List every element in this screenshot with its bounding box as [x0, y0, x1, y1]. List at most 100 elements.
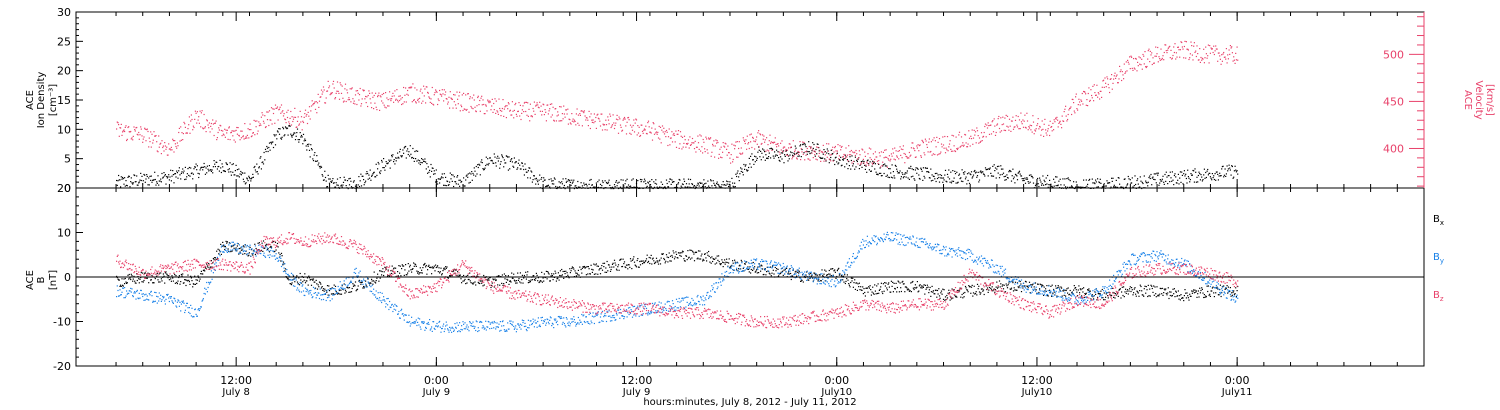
data-point	[171, 175, 173, 177]
data-point	[229, 139, 231, 141]
data-point	[465, 275, 467, 277]
data-point	[163, 150, 165, 152]
data-point	[712, 258, 714, 260]
data-point	[493, 102, 495, 105]
data-point	[755, 270, 757, 272]
data-point	[1224, 168, 1226, 170]
data-point	[974, 131, 977, 133]
data-point	[941, 177, 943, 179]
data-point	[1070, 186, 1072, 188]
data-point	[820, 157, 822, 159]
data-point	[473, 99, 475, 101]
data-point	[1110, 186, 1112, 188]
data-point	[461, 106, 463, 108]
data-point	[671, 131, 673, 133]
data-point	[757, 151, 759, 153]
data-point	[513, 109, 515, 111]
data-point	[883, 157, 885, 159]
data-point	[936, 296, 938, 298]
data-point	[1011, 175, 1013, 177]
data-point	[722, 151, 724, 153]
data-point	[771, 148, 773, 150]
data-point	[1207, 174, 1209, 176]
data-point	[425, 168, 427, 170]
data-point	[1094, 92, 1096, 94]
data-point	[142, 141, 144, 143]
data-point	[1195, 55, 1197, 58]
data-point	[455, 183, 457, 185]
data-point	[565, 109, 567, 111]
data-point	[1185, 177, 1187, 180]
data-point	[873, 293, 875, 295]
data-point	[437, 178, 439, 180]
data-point	[1092, 85, 1094, 87]
data-point	[702, 258, 704, 260]
data-point	[363, 179, 365, 181]
data-point	[141, 281, 143, 283]
data-point	[582, 266, 584, 268]
data-point	[467, 274, 469, 276]
data-point	[908, 290, 910, 292]
data-point	[695, 186, 698, 189]
data-point	[467, 176, 469, 178]
data-point	[465, 109, 467, 111]
data-point	[845, 156, 847, 158]
data-point	[527, 102, 529, 104]
data-point	[172, 277, 174, 279]
data-point	[356, 103, 358, 106]
data-point	[128, 278, 130, 280]
data-point	[1014, 119, 1017, 121]
data-point	[469, 272, 471, 274]
data-point	[958, 134, 960, 136]
data-point	[384, 266, 386, 268]
data-point	[742, 137, 744, 139]
data-point	[848, 165, 850, 167]
data-point	[141, 175, 143, 177]
data-point	[131, 275, 133, 277]
data-point	[453, 185, 455, 188]
data-point	[271, 141, 273, 143]
data-point	[764, 159, 766, 161]
data-point	[573, 268, 575, 270]
data-point	[446, 98, 448, 100]
data-point	[196, 165, 198, 167]
data-point	[427, 91, 429, 93]
data-point	[176, 170, 178, 172]
data-point	[822, 275, 824, 277]
data-point	[1158, 56, 1160, 58]
data-point	[551, 183, 553, 185]
data-point	[243, 181, 245, 183]
data-point	[578, 187, 580, 189]
data-point	[476, 275, 478, 277]
data-point	[1203, 168, 1205, 170]
data-point	[538, 179, 540, 181]
data-point	[858, 150, 860, 152]
data-point	[1051, 126, 1053, 128]
data-point	[693, 260, 696, 262]
data-point	[244, 172, 246, 174]
data-point	[248, 175, 250, 177]
data-point	[722, 261, 724, 263]
data-point	[435, 266, 437, 269]
data-point	[455, 107, 457, 109]
data-point	[825, 270, 827, 272]
data-point	[567, 179, 569, 181]
data-point	[351, 87, 353, 89]
data-point	[581, 187, 583, 189]
data-point	[243, 138, 245, 140]
data-point	[683, 178, 685, 180]
data-point	[222, 166, 224, 168]
data-point	[813, 272, 815, 274]
data-point	[1203, 174, 1205, 176]
data-point	[824, 154, 826, 156]
data-point	[320, 96, 322, 98]
data-point	[623, 263, 625, 265]
data-point	[761, 152, 763, 154]
data-point	[453, 94, 455, 96]
data-point	[300, 134, 303, 137]
data-point	[834, 269, 836, 271]
data-point	[212, 123, 214, 125]
data-point	[561, 120, 563, 122]
data-point	[847, 160, 849, 162]
data-point	[434, 92, 436, 94]
